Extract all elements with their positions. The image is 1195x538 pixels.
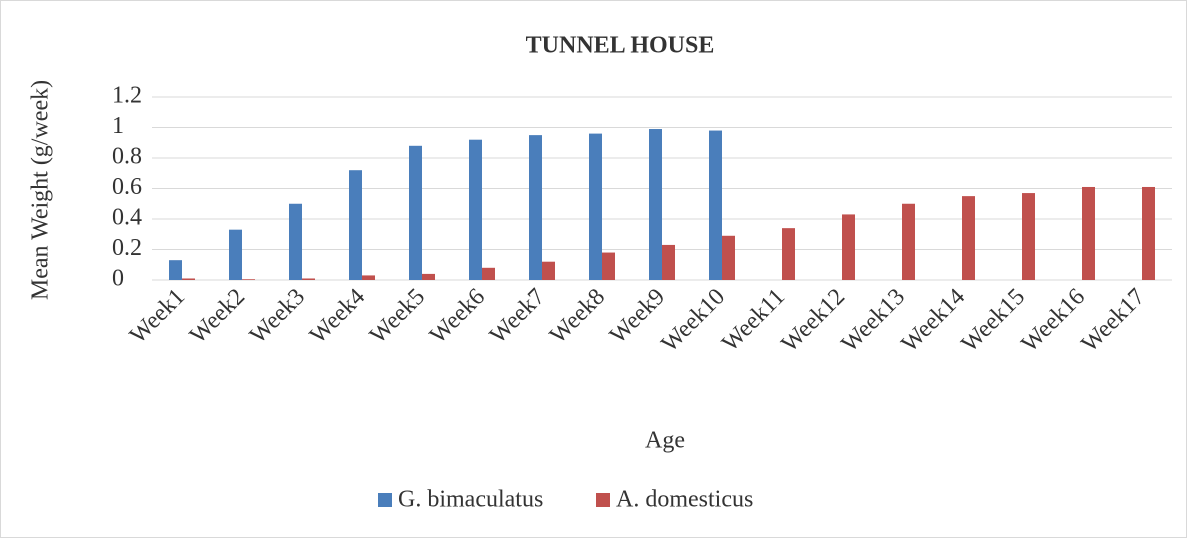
legend-label: A. domesticus <box>616 487 753 513</box>
bar <box>1142 186 1155 280</box>
bar <box>902 203 915 280</box>
bar <box>409 145 422 280</box>
chart-title: TUNNEL HOUSE <box>526 33 715 59</box>
legend-swatch <box>378 493 392 507</box>
bar <box>842 214 855 280</box>
y-tick-label: 0.8 <box>112 144 142 170</box>
bar <box>782 228 795 280</box>
bar <box>1022 193 1035 280</box>
bar <box>302 278 315 280</box>
bar <box>242 279 255 280</box>
y-tick-label: 1 <box>112 113 124 139</box>
bar <box>469 139 482 280</box>
y-tick-label: 0.2 <box>112 235 142 261</box>
bar <box>962 196 975 280</box>
y-tick-label: 0.4 <box>112 205 142 231</box>
y-axis-label: Mean Weight (g/week) <box>28 80 54 300</box>
bar <box>542 261 555 280</box>
bar <box>182 278 195 280</box>
bar <box>602 252 615 280</box>
bar <box>529 135 542 280</box>
bar <box>169 260 182 280</box>
x-axis-label: Age <box>645 428 685 454</box>
y-tick-label: 1.2 <box>112 83 142 109</box>
bar <box>289 203 302 280</box>
bar <box>709 130 722 280</box>
bar <box>662 244 675 280</box>
legend-swatch <box>596 493 610 507</box>
bar <box>229 229 242 280</box>
bar <box>589 133 602 280</box>
bar <box>1082 186 1095 280</box>
bar <box>422 273 435 280</box>
bar <box>362 275 375 280</box>
y-tick-label: 0 <box>112 266 124 292</box>
bar <box>722 235 735 280</box>
bar <box>482 267 495 280</box>
bar <box>349 170 362 280</box>
bar <box>649 129 662 280</box>
legend-label: G. bimaculatus <box>398 487 543 513</box>
y-tick-label: 0.6 <box>112 174 142 200</box>
